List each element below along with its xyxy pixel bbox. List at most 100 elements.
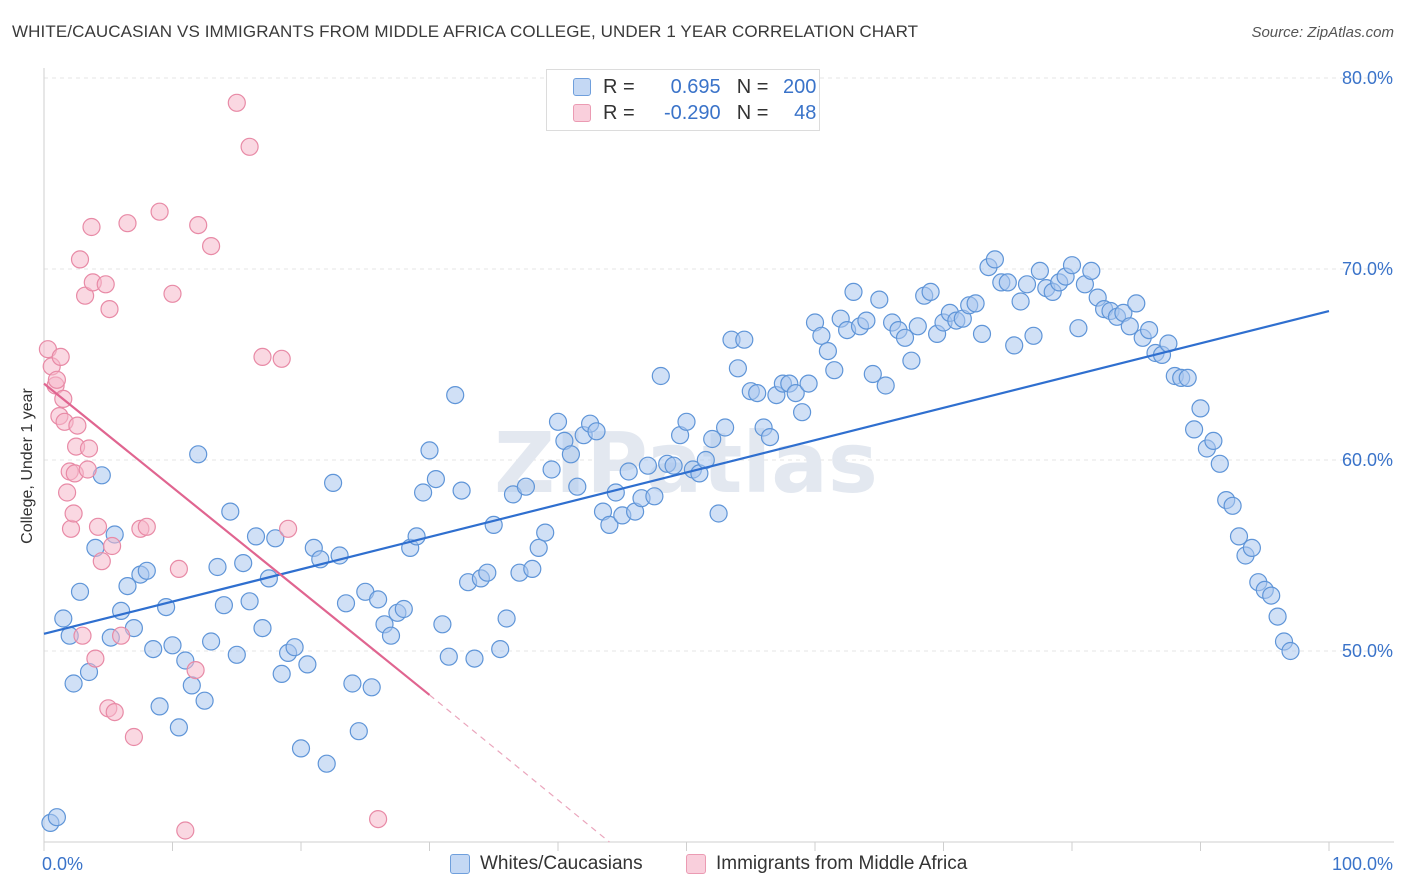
- point-whites: [638, 456, 658, 475]
- point-immigrants: [186, 660, 205, 680]
- point-whites: [1281, 641, 1300, 661]
- point-whites: [246, 527, 266, 546]
- point-immigrants: [240, 137, 259, 156]
- legend-row-whites: R = 0.695 N = 200: [547, 74, 816, 100]
- point-immigrants: [68, 416, 87, 435]
- point-whites: [362, 678, 381, 697]
- point-whites: [561, 445, 581, 464]
- point-whites: [1082, 261, 1101, 280]
- legend-r-value: 0.695: [670, 75, 721, 98]
- point-immigrants: [70, 250, 90, 269]
- point-whites: [568, 477, 587, 496]
- point-whites: [1005, 336, 1024, 355]
- legend-label-whites: Whites/Caucasians: [480, 853, 643, 874]
- point-whites: [195, 691, 214, 710]
- legend-item-immigrants: Immigrants from Middle Africa: [686, 853, 967, 875]
- point-whites: [1262, 586, 1281, 605]
- point-immigrants: [78, 460, 97, 479]
- point-whites: [863, 364, 882, 384]
- point-whites: [169, 718, 188, 737]
- point-whites: [369, 590, 388, 609]
- point-whites: [202, 632, 221, 651]
- point-whites: [677, 412, 696, 431]
- point-whites: [1242, 538, 1262, 558]
- legend-n-label: N =: [736, 75, 769, 98]
- legend-r-label: R =: [603, 101, 635, 124]
- point-whites: [715, 418, 735, 437]
- point-whites: [1011, 292, 1030, 311]
- point-whites: [709, 504, 728, 523]
- point-whites: [523, 559, 542, 579]
- point-immigrants: [82, 217, 101, 237]
- point-immigrants: [73, 626, 92, 645]
- point-whites: [47, 808, 67, 827]
- point-whites: [908, 317, 927, 336]
- legend-swatch-immigrants: [573, 104, 591, 122]
- y-axis-label: College, Under 1 year: [19, 388, 36, 544]
- point-whites: [748, 384, 767, 403]
- point-whites: [728, 359, 748, 378]
- point-whites: [870, 290, 889, 309]
- point-immigrants: [47, 370, 67, 389]
- series-immigrants-points: [38, 93, 388, 840]
- chart-title: WHITE/CAUCASIAN VS IMMIGRANTS FROM MIDDL…: [12, 22, 919, 41]
- point-whites: [792, 403, 812, 422]
- point-whites: [420, 441, 439, 460]
- point-whites: [1127, 294, 1146, 313]
- point-immigrants: [57, 483, 77, 502]
- x-tick-label: 0.0%: [42, 854, 83, 874]
- point-immigrants: [189, 216, 208, 235]
- point-whites: [150, 697, 169, 716]
- point-whites: [118, 576, 137, 596]
- point-whites: [478, 563, 497, 582]
- y-tick-label: 60.0%: [1342, 450, 1393, 470]
- legend-swatch-immigrants: [686, 854, 706, 874]
- point-immigrants: [163, 284, 182, 303]
- point-whites: [291, 739, 311, 758]
- point-immigrants: [137, 517, 156, 536]
- point-immigrants: [61, 519, 81, 538]
- point-whites: [446, 386, 465, 405]
- series-legend: Whites/Caucasians Immigrants from Middle…: [0, 851, 1406, 879]
- point-whites: [587, 422, 606, 441]
- point-whites: [799, 374, 818, 393]
- point-whites: [70, 582, 90, 601]
- point-immigrants: [100, 300, 119, 319]
- point-whites: [253, 618, 272, 638]
- point-whites: [703, 429, 722, 449]
- point-whites: [895, 328, 915, 347]
- point-whites: [214, 596, 233, 615]
- legend-swatch-whites: [450, 854, 470, 874]
- series-whites-points: [41, 250, 1300, 833]
- point-whites: [812, 326, 831, 345]
- point-immigrants: [150, 202, 169, 221]
- point-whites: [786, 384, 805, 403]
- point-whites: [163, 636, 182, 655]
- point-whites: [1184, 420, 1204, 439]
- point-whites: [433, 615, 452, 634]
- point-whites: [825, 361, 844, 380]
- point-whites: [645, 487, 664, 506]
- point-whites: [998, 273, 1017, 292]
- point-whites: [542, 460, 561, 479]
- point-immigrants: [92, 552, 111, 571]
- point-immigrants: [118, 214, 137, 233]
- point-whites: [137, 561, 156, 580]
- point-whites: [208, 557, 227, 577]
- point-whites: [1017, 275, 1037, 294]
- point-immigrants: [227, 93, 246, 112]
- point-immigrants: [202, 237, 221, 256]
- legend-n-value: 48: [794, 101, 817, 124]
- point-whites: [64, 674, 83, 693]
- point-whites: [1210, 454, 1229, 473]
- point-whites: [1069, 319, 1088, 338]
- point-whites: [876, 376, 895, 395]
- point-whites: [664, 456, 683, 475]
- point-whites: [491, 639, 510, 659]
- point-immigrants: [88, 517, 108, 536]
- legend-r-label: R =: [603, 75, 635, 98]
- point-whites: [266, 529, 285, 548]
- point-whites: [1229, 527, 1249, 546]
- legend-item-whites: Whites/Caucasians: [450, 853, 643, 875]
- legend-swatch-whites: [573, 78, 591, 96]
